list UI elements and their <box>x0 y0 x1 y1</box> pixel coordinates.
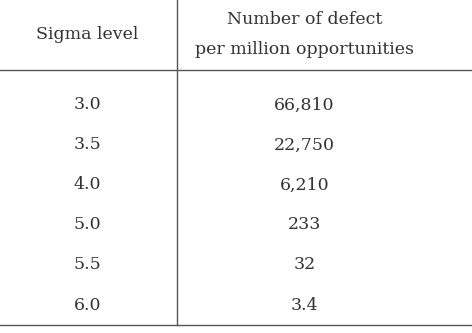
Text: Number of defect: Number of defect <box>227 11 382 29</box>
Text: 6.0: 6.0 <box>74 296 101 313</box>
Text: 6,210: 6,210 <box>279 176 329 193</box>
Text: 3.4: 3.4 <box>291 296 318 313</box>
Text: 233: 233 <box>288 216 321 233</box>
Text: 5.0: 5.0 <box>74 216 101 233</box>
Text: 3.5: 3.5 <box>74 137 101 154</box>
Text: 4.0: 4.0 <box>74 176 101 193</box>
Text: 66,810: 66,810 <box>274 97 335 114</box>
Text: Sigma level: Sigma level <box>36 26 138 44</box>
Text: 22,750: 22,750 <box>274 137 335 154</box>
Text: 32: 32 <box>293 256 316 273</box>
Text: 5.5: 5.5 <box>74 256 101 273</box>
Text: 3.0: 3.0 <box>74 97 101 114</box>
Text: per million opportunities: per million opportunities <box>195 41 414 59</box>
